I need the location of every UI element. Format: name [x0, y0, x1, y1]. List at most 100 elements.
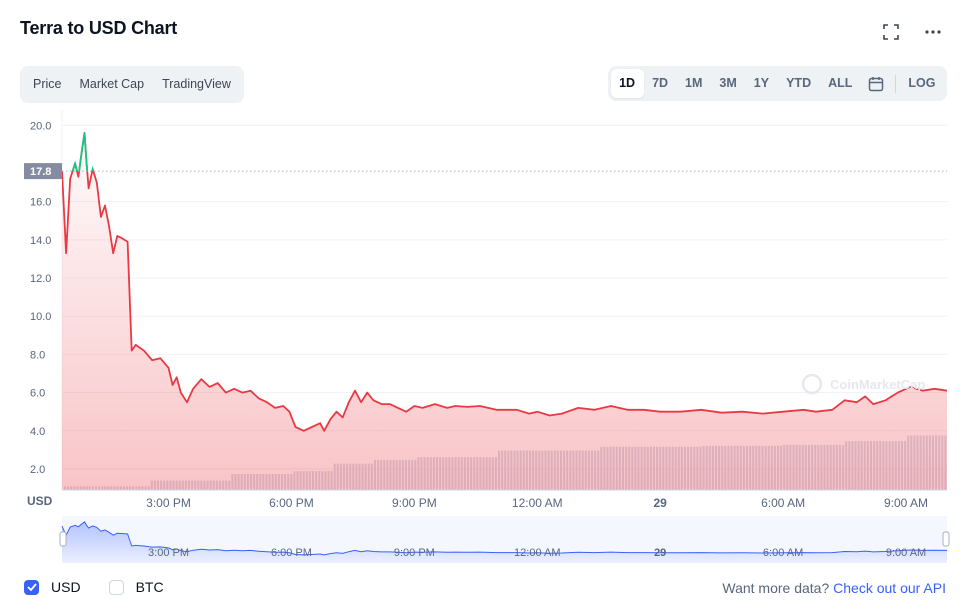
price-point: [186, 401, 188, 403]
chart-type-tabs: Price Market Cap TradingView: [20, 66, 244, 103]
price-point: [831, 409, 833, 411]
price-point: [434, 403, 436, 405]
price-point: [536, 411, 538, 413]
navigator-line: [61, 521, 948, 556]
price-point: [225, 392, 227, 394]
price-point: [335, 411, 338, 413]
price-line: [62, 132, 947, 432]
price-point: [159, 357, 161, 359]
price-point: [856, 401, 858, 403]
y-tick-label: 6.0: [30, 388, 45, 400]
price-point: [372, 399, 374, 401]
navigator-tick-label: 6:00 PM: [271, 547, 312, 559]
navigator-tick-label: 9:00 AM: [886, 547, 926, 559]
x-tick-label: 6:00 AM: [761, 496, 805, 510]
price-area: [62, 132, 947, 490]
price-point: [934, 388, 936, 390]
navigator-tick-label: 3:00 PM: [148, 547, 189, 559]
api-link[interactable]: Check out our API: [833, 580, 946, 596]
range-1m[interactable]: 1M: [685, 76, 703, 90]
legend-btc[interactable]: BTC: [108, 579, 164, 595]
price-point: [81, 151, 83, 153]
log-scale-toggle[interactable]: LOG: [908, 76, 936, 90]
price-point: [274, 407, 276, 409]
price-point: [131, 350, 133, 352]
range-1y[interactable]: 1Y: [753, 76, 770, 90]
watermark-text: CoinMarketCap: [830, 377, 925, 392]
price-point: [69, 178, 71, 180]
tab-tradingview[interactable]: TradingView: [162, 77, 231, 91]
range-7d[interactable]: 7D: [652, 76, 669, 90]
y-tick-label: 12.0: [30, 273, 51, 285]
navigator-handle-right[interactable]: [942, 531, 950, 547]
price-point: [120, 237, 122, 239]
y-tick-label: 2.0: [30, 464, 45, 476]
navigator-tick-label: 9:00 PM: [394, 547, 435, 559]
price-point: [217, 382, 219, 384]
price-point: [528, 413, 530, 415]
price-point: [116, 235, 118, 237]
price-point: [446, 407, 448, 409]
price-point: [112, 252, 114, 254]
checkbox-btc[interactable]: [108, 579, 124, 595]
price-point: [108, 225, 110, 228]
price-point: [610, 405, 612, 407]
price-point: [241, 392, 243, 394]
price-point: [360, 401, 362, 403]
price-point: [897, 392, 899, 394]
range-3m[interactable]: 3M: [719, 76, 737, 90]
price-point: [100, 216, 102, 218]
price-point: [180, 392, 182, 394]
y-tick-label: 16.0: [30, 197, 51, 209]
price-point: [348, 401, 350, 403]
range-divider: [894, 74, 896, 93]
navigator-tick-label: 6:00 AM: [763, 547, 803, 559]
calendar-icon[interactable]: [861, 69, 891, 98]
reference-price-tag: [24, 163, 62, 180]
api-promo: Want more data? Check out our API: [722, 580, 946, 596]
price-point: [319, 422, 321, 424]
price-point: [249, 390, 252, 392]
x-tick-label: 29: [654, 496, 668, 510]
price-point: [721, 412, 723, 414]
price-point: [741, 411, 743, 413]
range-all[interactable]: ALL: [828, 76, 853, 90]
price-point: [294, 426, 297, 428]
navigator-handle-left[interactable]: [59, 531, 67, 547]
price-point: [172, 384, 174, 386]
reference-price-label: 17.8: [30, 166, 51, 178]
price-point: [884, 399, 887, 401]
price-point: [77, 176, 79, 178]
currency-legend: USD BTC: [24, 579, 164, 595]
y-tick-label: 14.0: [30, 235, 51, 247]
price-point: [303, 430, 305, 432]
price-point: [815, 411, 817, 413]
tab-price[interactable]: Price: [33, 77, 62, 91]
more-horizontal-icon[interactable]: [923, 22, 943, 42]
range-ytd[interactable]: YTD: [786, 76, 812, 90]
legend-usd[interactable]: USD: [24, 579, 81, 595]
price-point: [192, 388, 194, 390]
price-point: [762, 413, 764, 415]
range-1d[interactable]: 1D: [610, 69, 644, 98]
chart-actions: [881, 22, 943, 42]
price-point: [258, 397, 260, 399]
fullscreen-icon[interactable]: [881, 22, 901, 42]
price-point: [167, 367, 170, 369]
x-tick-label: 9:00 PM: [392, 496, 437, 510]
price-point: [74, 162, 76, 165]
price-point: [86, 162, 88, 165]
price-point: [366, 392, 368, 394]
checkbox-usd[interactable]: [24, 579, 39, 595]
x-tick-label: 3:00 PM: [146, 496, 191, 510]
price-point: [83, 132, 86, 134]
price-point: [266, 401, 268, 403]
price-point: [176, 376, 178, 378]
tab-market-cap[interactable]: Market Cap: [79, 77, 145, 91]
price-point: [680, 411, 682, 413]
price-point: [782, 411, 784, 413]
price-point: [946, 390, 947, 392]
navigator-area: [62, 521, 947, 563]
price-point: [413, 405, 415, 407]
price-point: [88, 187, 90, 189]
